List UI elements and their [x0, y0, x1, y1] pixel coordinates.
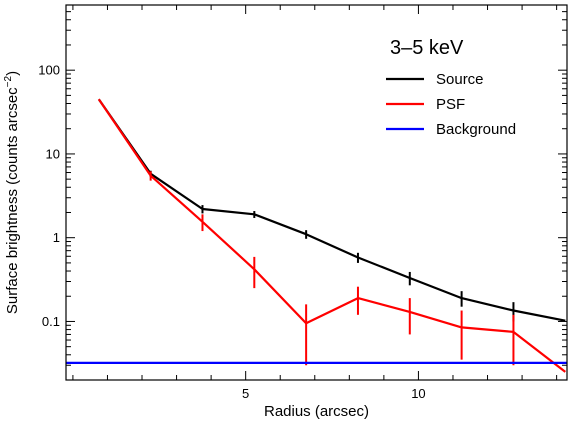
y-axis-label: Surface brightness (counts arcsec−2) [3, 71, 21, 314]
legend-label-psf: PSF [436, 96, 465, 113]
x-tick-label: 5 [242, 386, 249, 401]
y-axis-label-superscript: −2 [3, 75, 14, 87]
legend: 3–5 keV Source PSF Background [386, 37, 516, 138]
y-axis-label-main: Surface brightness (counts arcsec [4, 87, 21, 314]
legend-label-source: Source [436, 71, 484, 88]
source-line [97, 98, 566, 322]
y-tick-label: 10 [46, 146, 60, 161]
y-tick-label: 0.1 [42, 314, 60, 329]
plot-frame [65, 4, 568, 381]
psf-line [97, 98, 566, 373]
y-axis-label-close: ) [4, 71, 21, 76]
y-tick-label: 1 [53, 230, 60, 245]
chart-title: 3–5 keV [390, 37, 464, 59]
axes-ticks: 5 10 0.1 1 10 100 [38, 4, 567, 401]
x-axis-label: Radius (arcsec) [264, 403, 369, 420]
y-tick-label: 100 [38, 63, 60, 78]
plot-series [66, 98, 567, 373]
legend-label-background: Background [436, 121, 516, 138]
x-tick-label: 10 [411, 386, 425, 401]
